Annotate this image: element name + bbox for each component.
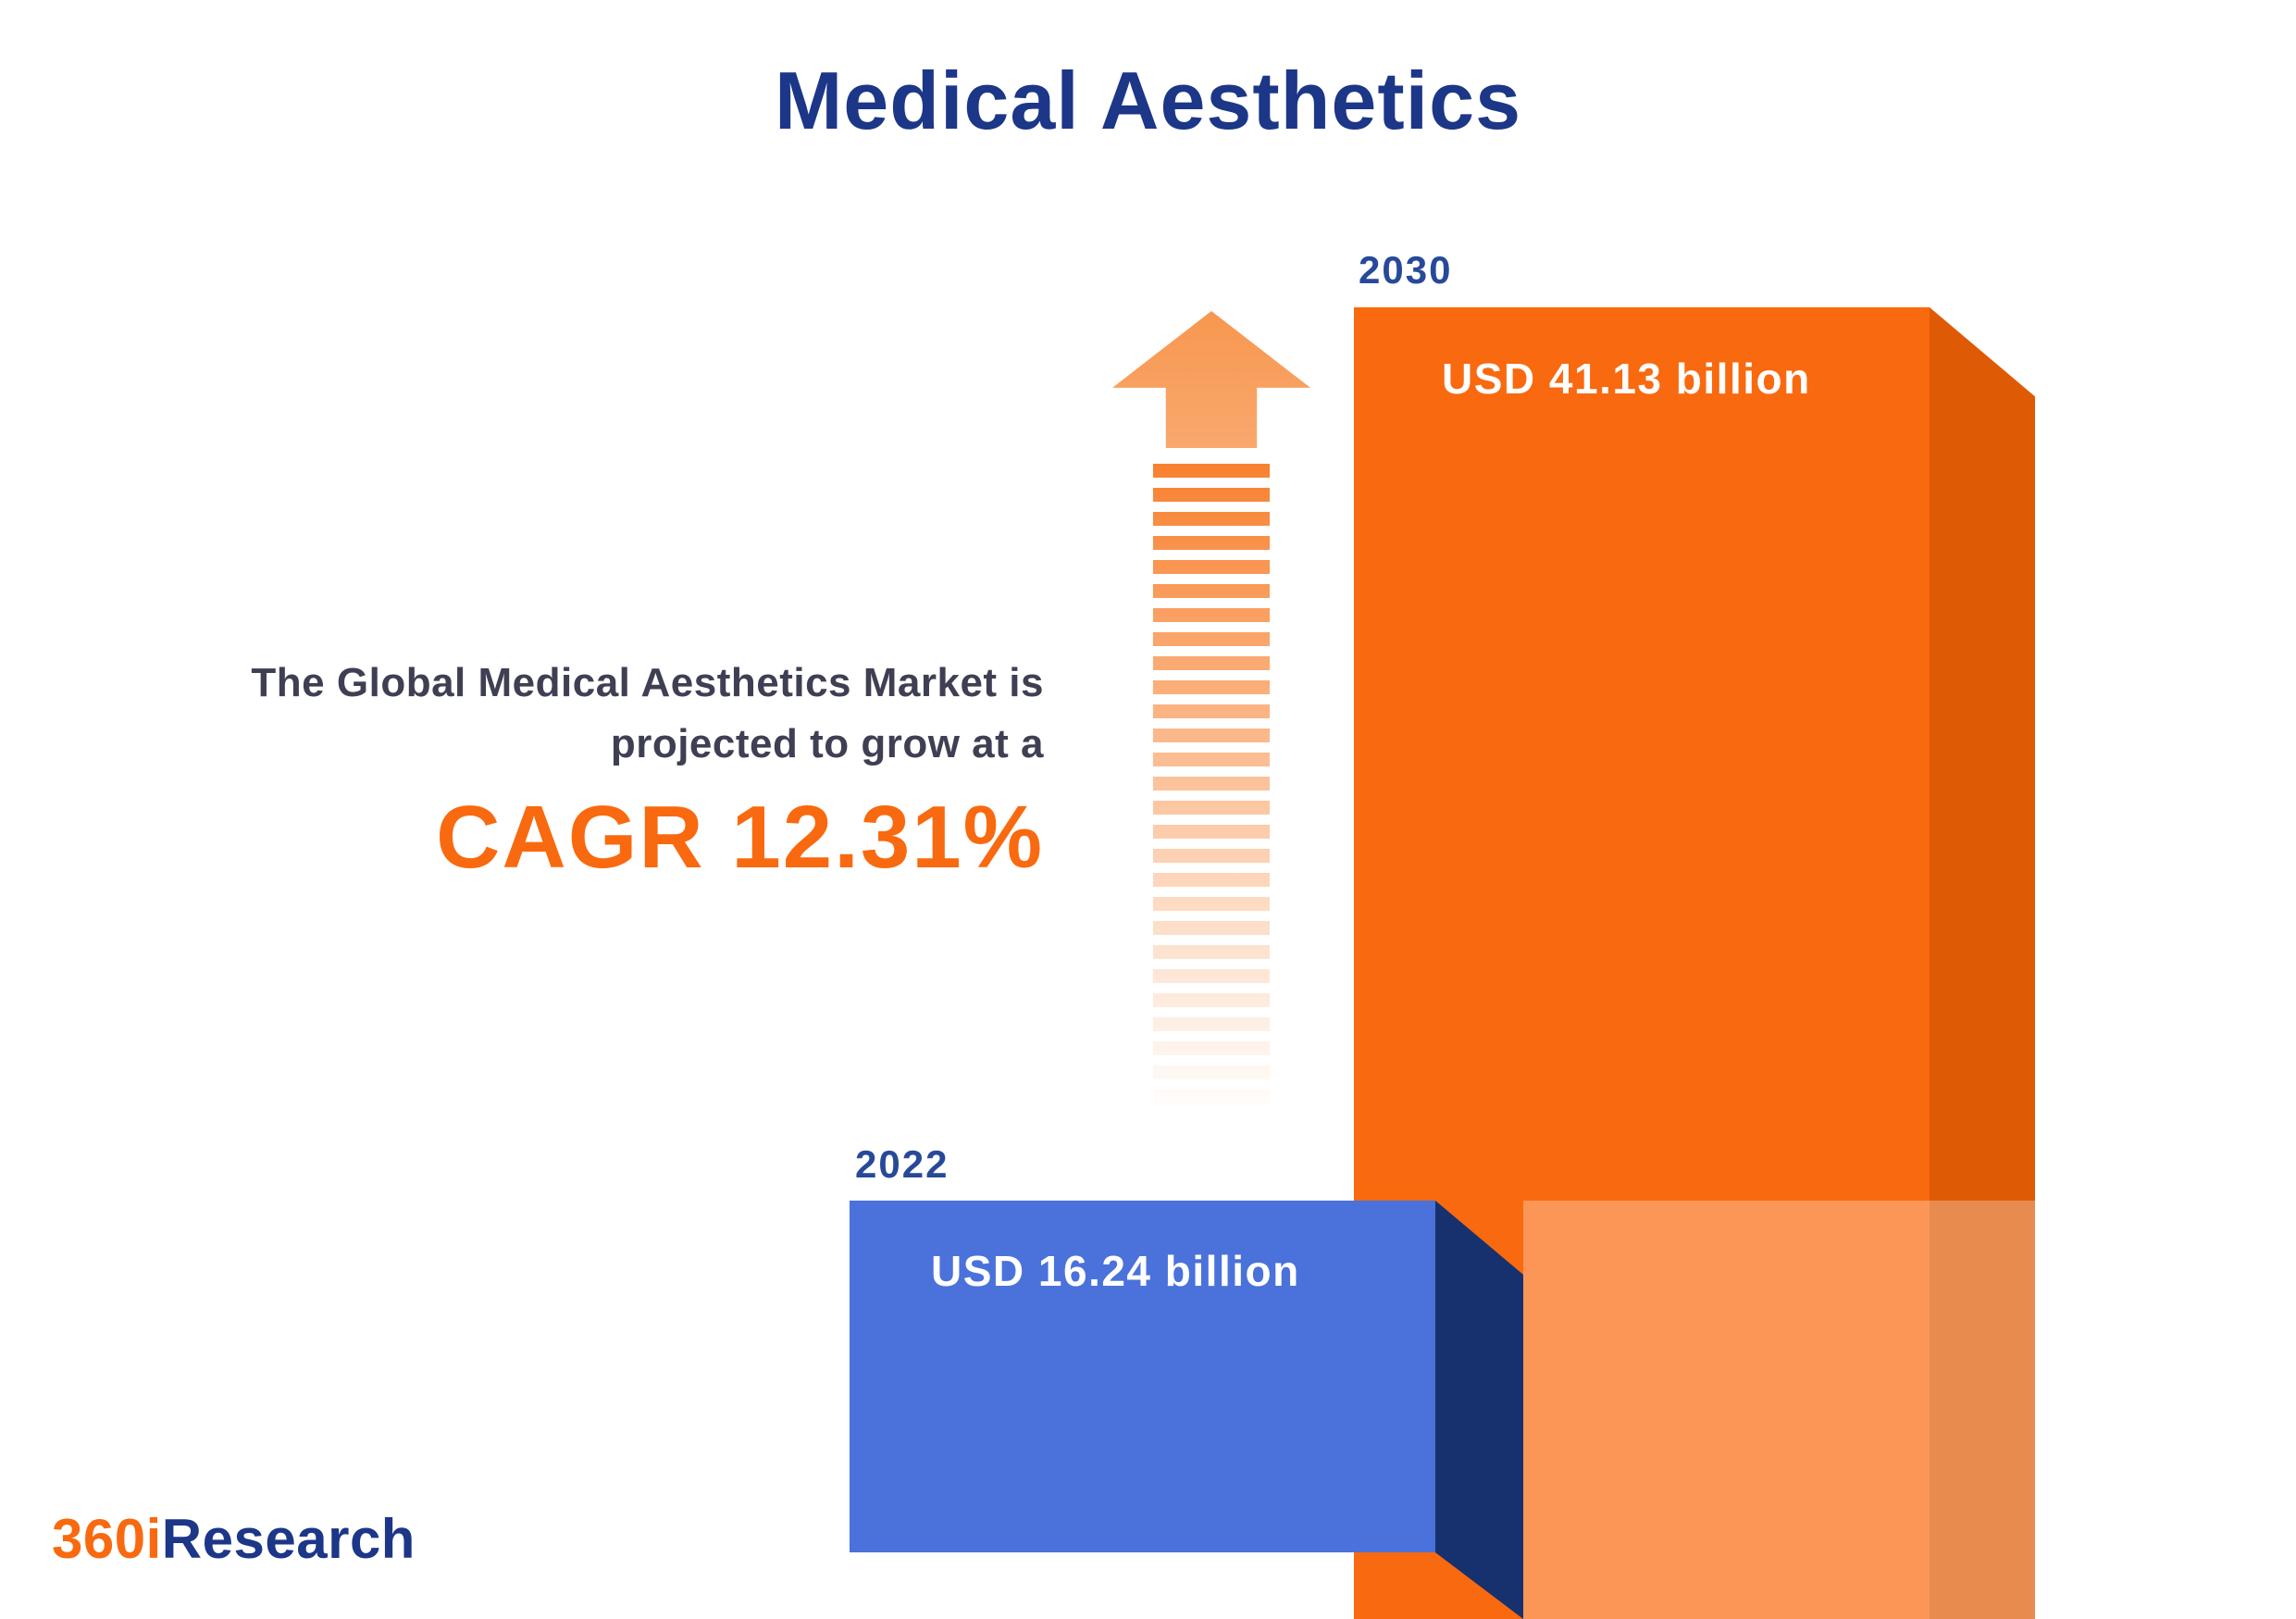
annotation-line-1: The Global Medical Aesthetics Market is bbox=[251, 660, 1044, 705]
bar-2022-front bbox=[850, 1201, 1435, 1552]
logo-research: Research bbox=[161, 1508, 416, 1570]
bar-2030-value-label: USD 41.13 billion bbox=[1442, 355, 1811, 403]
page-title: Medical Aesthetics bbox=[774, 55, 1522, 146]
bar-2022-side bbox=[1435, 1201, 1523, 1619]
bar-2030-side bbox=[1930, 307, 2035, 1619]
bar-2022-year-label: 2022 bbox=[855, 1142, 949, 1186]
annotation-block: The Global Medical Aesthetics Market is … bbox=[251, 653, 1044, 884]
bar-2030-bottom-highlight bbox=[1523, 1201, 2035, 1619]
brand-logo: 360iResearch bbox=[52, 1507, 416, 1571]
cagr-value: CAGR 12.31% bbox=[436, 788, 1044, 887]
bar-2022-value-label: USD 16.24 billion bbox=[931, 1247, 1300, 1295]
bar-2030-year-label: 2030 bbox=[1359, 248, 1453, 292]
growth-arrow bbox=[1112, 311, 1310, 1144]
annotation-line-2: projected to grow at a bbox=[610, 721, 1044, 766]
logo-360i: 360i bbox=[52, 1508, 162, 1570]
arrow-dashes bbox=[1153, 464, 1270, 1130]
arrow-up-icon bbox=[1112, 311, 1310, 448]
